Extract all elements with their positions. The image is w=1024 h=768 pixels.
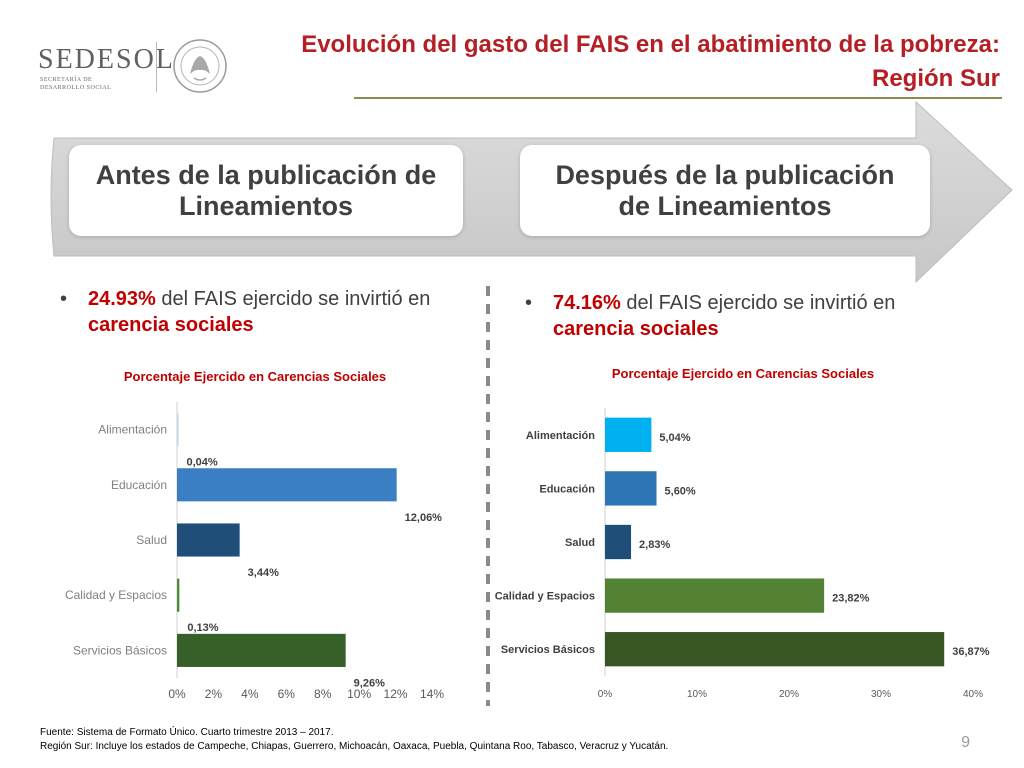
slide-title-line-2: Región Sur — [871, 65, 1000, 92]
logo-subtitle-line-1: SECRETARÍA DE — [40, 77, 93, 83]
bar-servicios-b-sicos — [177, 633, 346, 667]
x-tick-label: 40% — [963, 689, 983, 700]
bar-educaci-n — [177, 468, 397, 502]
category-label: Educación — [539, 483, 595, 495]
category-label: Educación — [111, 478, 167, 492]
footnote-region: Región Sur: Incluye los estados de Campe… — [40, 741, 669, 752]
title-underline — [354, 97, 1002, 99]
stat-before: • 24.93% del FAIS ejercido se invirtió e… — [60, 286, 468, 338]
data-label: 36,87% — [952, 646, 990, 658]
data-label: 23,82% — [832, 593, 870, 605]
x-tick-label: 14% — [420, 687, 444, 701]
stat-after-highlight: carencia sociales — [553, 318, 719, 340]
sedesol-logo: SEDESOL — [38, 44, 175, 75]
bar-calidad-y-espacios — [177, 578, 180, 612]
mexico-seal-icon — [173, 39, 227, 93]
data-label: 3,44% — [248, 567, 279, 579]
category-label: Servicios Básicos — [73, 643, 167, 657]
phase-before-box: Antes de la publicación de Lineamientos — [69, 145, 463, 236]
bar-alimentaci-n — [177, 413, 179, 447]
data-label: 2,83% — [639, 539, 670, 551]
slide-title-line-1: Evolución del gasto del FAIS en el abati… — [301, 31, 1000, 58]
bar-servicios-b-sicos — [605, 632, 945, 667]
bar-alimentaci-n — [605, 417, 652, 452]
x-tick-label: 2% — [205, 687, 223, 701]
x-tick-label: 10% — [687, 689, 707, 700]
footnote-source: Fuente: Sistema de Formato Único. Cuarto… — [40, 727, 334, 738]
stat-after: • 74.16% del FAIS ejercido se invirtió e… — [525, 290, 933, 342]
bullet-icon: • — [525, 292, 533, 314]
chart-after: Alimentación 5,04% Educación 5,60% Salud 2,83… — [495, 408, 990, 700]
logo-subtitle-line-2: DESARROLLO SOCIAL — [40, 85, 112, 91]
category-label: Salud — [565, 537, 595, 549]
category-label: Calidad y Espacios — [65, 588, 167, 602]
phase-after-box: Después de la publicación de Lineamiento… — [520, 145, 930, 236]
bar-educaci-n — [605, 471, 657, 506]
data-label: 12,06% — [405, 512, 443, 524]
chart-after-title: Porcentaje Ejercido en Carencias Sociale… — [611, 366, 875, 381]
x-tick-label: 8% — [314, 687, 332, 701]
category-label: Alimentación — [98, 423, 167, 437]
section-divider — [486, 286, 490, 706]
x-tick-label: 0% — [598, 689, 613, 700]
category-label: Salud — [136, 533, 167, 547]
data-label: 5,60% — [665, 485, 696, 497]
x-tick-label: 30% — [871, 689, 891, 700]
data-label: 5,04% — [659, 432, 690, 444]
x-tick-label: 4% — [241, 687, 259, 701]
category-label: Alimentación — [526, 430, 595, 442]
data-label: 9,26% — [354, 677, 385, 689]
x-tick-label: 0% — [168, 687, 186, 701]
x-tick-label: 12% — [384, 687, 408, 701]
category-label: Servicios Básicos — [501, 644, 595, 656]
sedesol-logo-subtitle: SECRETARÍA DE DESARROLLO SOCIAL — [40, 76, 111, 92]
bar-salud — [177, 523, 240, 557]
chart-before-title: Porcentaje Ejercido en Carencias Sociale… — [123, 369, 387, 384]
slide-title: Evolución del gasto del FAIS en el abati… — [300, 28, 1000, 96]
stat-before-text: del FAIS ejercido se invirtió en — [155, 288, 431, 310]
phase-before-label: Antes de la publicación de Lineamientos — [95, 159, 437, 221]
stat-after-text: del FAIS ejercido se invirtió en — [620, 292, 896, 314]
phase-after-label: Después de la publicación de Lineamiento… — [555, 159, 895, 221]
category-label: Calidad y Espacios — [495, 591, 595, 603]
stat-before-value: 24.93% — [88, 288, 156, 310]
page-number: 9 — [961, 734, 970, 751]
bar-salud — [605, 524, 632, 560]
chart-before: Alimentación 0,04% Educación 12,06% Salud 3,4… — [65, 402, 444, 701]
x-tick-label: 10% — [347, 687, 371, 701]
x-tick-label: 20% — [779, 689, 799, 700]
source-footnote: Fuente: Sistema de Formato Único. Cuarto… — [40, 726, 668, 754]
data-label: 0,04% — [187, 457, 218, 469]
bullet-icon: • — [60, 288, 68, 310]
stat-after-value: 74.16% — [553, 292, 621, 314]
data-label: 0,13% — [187, 622, 218, 634]
logo-divider — [156, 42, 157, 92]
x-tick-label: 6% — [278, 687, 296, 701]
bar-calidad-y-espacios — [605, 578, 825, 613]
stat-before-highlight: carencia sociales — [88, 314, 254, 336]
